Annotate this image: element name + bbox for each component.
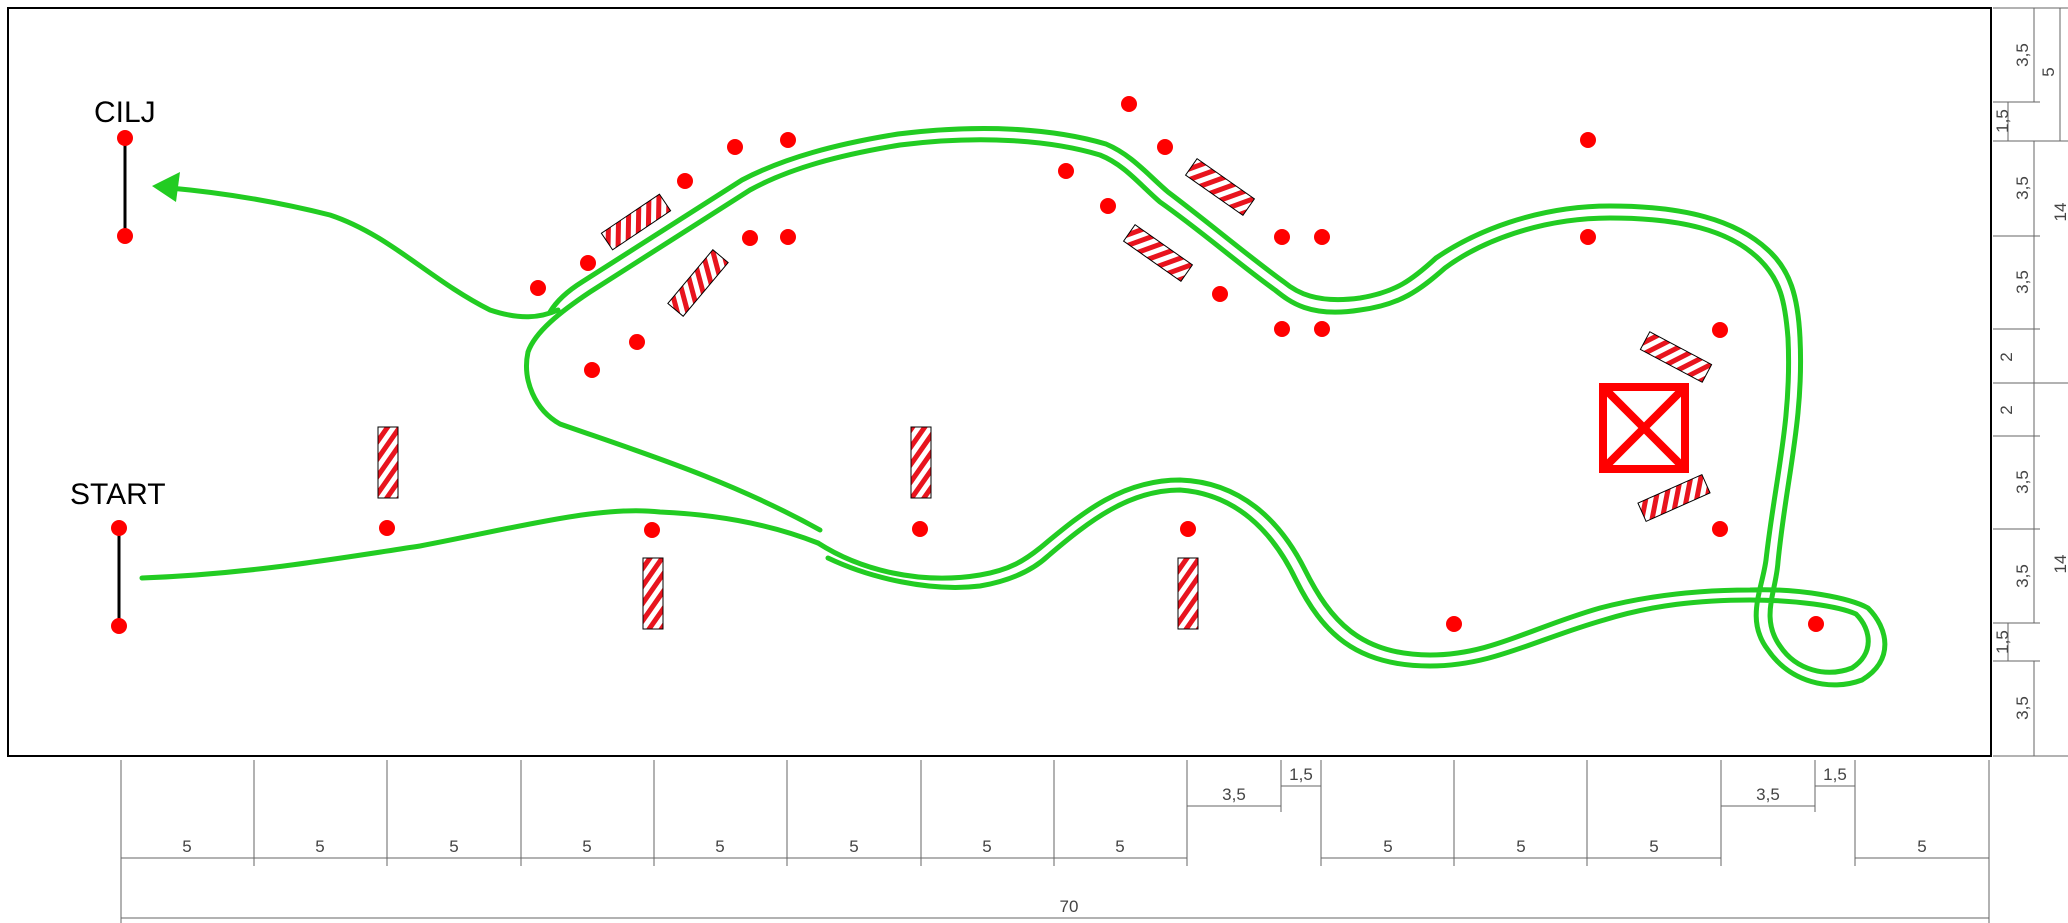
path-exit bbox=[167, 185, 561, 320]
dimension-label: 5 bbox=[715, 837, 724, 856]
barrier bbox=[1122, 224, 1194, 282]
right-dimension-lines bbox=[1993, 7, 2068, 757]
total-length-label: 70 bbox=[1060, 897, 1079, 916]
driving-path bbox=[139, 126, 1888, 688]
barrier bbox=[1177, 557, 1199, 630]
dimension-label: 5 bbox=[182, 837, 191, 856]
dimension-label: 5 bbox=[849, 837, 858, 856]
bottom-dimension-lines bbox=[120, 760, 1990, 923]
dimension-label: 14 bbox=[2051, 203, 2068, 222]
dimension-label: 2 bbox=[1997, 352, 2016, 361]
barrier bbox=[1184, 158, 1256, 216]
cone bbox=[1580, 132, 1596, 148]
dimension-label: 5 bbox=[582, 837, 591, 856]
dimension-label: 3,5 bbox=[1222, 785, 1246, 804]
finish-label: CILJ bbox=[94, 96, 156, 129]
dimension-label: 5 bbox=[1917, 837, 1926, 856]
dimension-label: 5 bbox=[982, 837, 991, 856]
finish-arrow-icon bbox=[152, 172, 180, 202]
cone bbox=[1274, 321, 1290, 337]
dimension-label: 3,5 bbox=[2013, 270, 2032, 294]
cone bbox=[629, 334, 645, 350]
cone bbox=[677, 173, 693, 189]
cone bbox=[912, 521, 928, 537]
cone bbox=[584, 362, 600, 378]
dimension-label: 3,5 bbox=[2013, 564, 2032, 588]
cone bbox=[780, 229, 796, 245]
cone bbox=[379, 520, 395, 536]
dimension-label: 5 bbox=[1516, 837, 1525, 856]
cone bbox=[1121, 96, 1137, 112]
cone bbox=[644, 522, 660, 538]
cone bbox=[1314, 321, 1330, 337]
barrier bbox=[377, 426, 399, 499]
cone bbox=[1100, 198, 1116, 214]
cone bbox=[780, 132, 796, 148]
barriers bbox=[377, 158, 1713, 630]
cone bbox=[1212, 286, 1228, 302]
start-label: START bbox=[70, 478, 166, 511]
cone bbox=[1446, 616, 1462, 632]
dimension-label: 3,5 bbox=[2013, 696, 2032, 720]
dimension-label: 1,5 bbox=[1993, 109, 2012, 133]
dimension-label: 14 bbox=[2051, 555, 2068, 574]
cone bbox=[727, 139, 743, 155]
start-gate bbox=[111, 520, 127, 634]
cone bbox=[742, 230, 758, 246]
cone bbox=[1157, 139, 1173, 155]
path-inner-line bbox=[547, 126, 1871, 675]
cone bbox=[1712, 521, 1728, 537]
cone bbox=[530, 280, 546, 296]
right-dimension-labels: 3,5 5 1,5 3,5 14 3,5 2 2 3,5 14 3,5 1,5 … bbox=[1993, 43, 2068, 720]
cone bbox=[1180, 521, 1196, 537]
dimension-label: 5 bbox=[1649, 837, 1658, 856]
dimension-label: 3,5 bbox=[2013, 470, 2032, 494]
bottom-dimension-labels: 5 5 5 5 5 5 5 5 3,5 1,5 5 5 5 3,5 1,5 5 … bbox=[182, 765, 1926, 916]
dimension-label: 3,5 bbox=[2013, 176, 2032, 200]
dimension-label: 1,5 bbox=[1993, 630, 2012, 654]
cone bbox=[1314, 229, 1330, 245]
cone bbox=[1712, 322, 1728, 338]
cone bbox=[1058, 163, 1074, 179]
barrier bbox=[1639, 331, 1713, 383]
cone bbox=[1274, 229, 1290, 245]
dimension-label: 5 bbox=[1383, 837, 1392, 856]
cones bbox=[379, 96, 1824, 632]
course-border bbox=[7, 7, 1992, 757]
barrier bbox=[642, 557, 664, 630]
dimension-label: 1,5 bbox=[1289, 765, 1313, 784]
cone bbox=[580, 255, 596, 271]
dimension-label: 5 bbox=[315, 837, 324, 856]
cone bbox=[1580, 229, 1596, 245]
dimension-label: 3,5 bbox=[2013, 43, 2032, 67]
dimension-label: 5 bbox=[2039, 67, 2058, 76]
dimension-label: 5 bbox=[449, 837, 458, 856]
barrier bbox=[910, 426, 932, 499]
barrier bbox=[1637, 473, 1711, 523]
path-outer-line bbox=[524, 137, 1888, 688]
dimension-label: 2 bbox=[1997, 405, 2016, 414]
finish-gate bbox=[117, 130, 133, 244]
barrier bbox=[600, 193, 672, 251]
dimension-label: 3,5 bbox=[1756, 785, 1780, 804]
box-obstacle-icon bbox=[1599, 383, 1689, 473]
cone bbox=[1808, 616, 1824, 632]
dimension-label: 5 bbox=[1115, 837, 1124, 856]
barrier bbox=[667, 249, 729, 317]
path-approach bbox=[139, 508, 821, 581]
dimension-label: 1,5 bbox=[1823, 765, 1847, 784]
